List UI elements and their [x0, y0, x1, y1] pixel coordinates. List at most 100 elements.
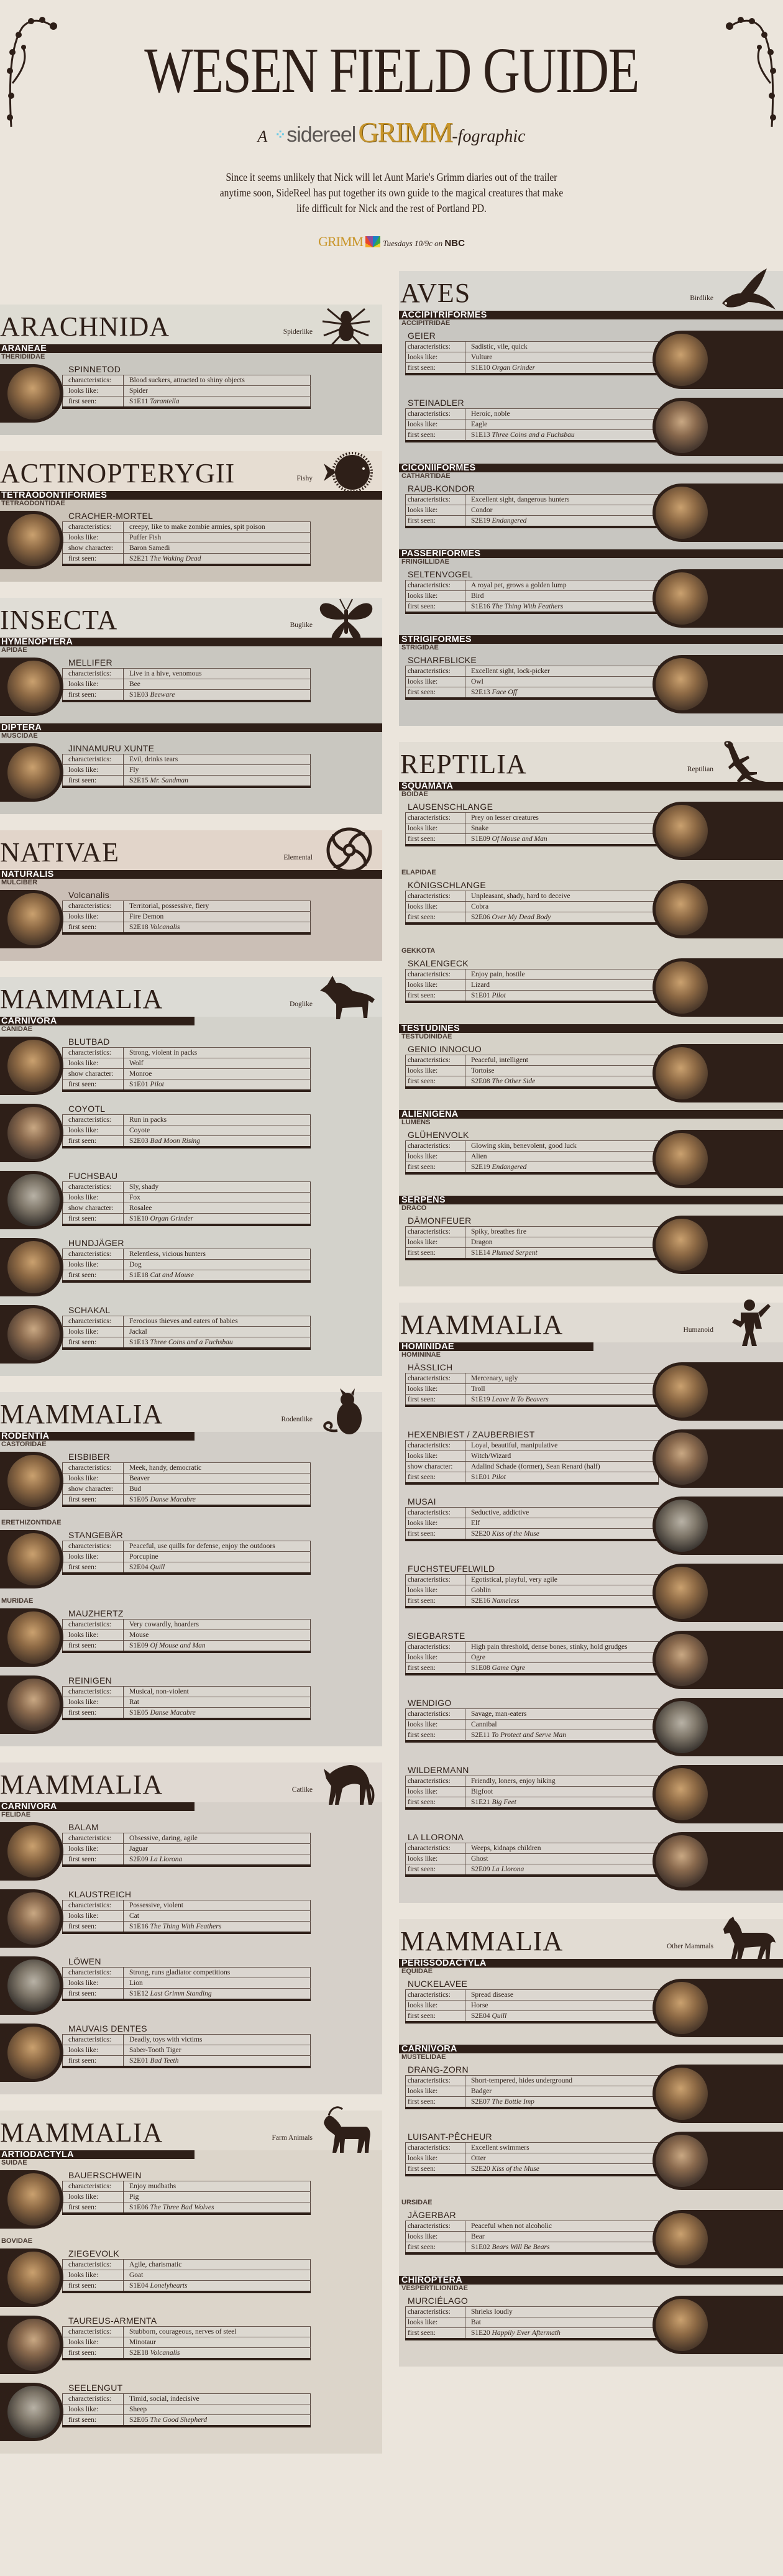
wesen-info-table: characteristics: Egotistical, playful, ve… — [405, 1574, 659, 1608]
wesen-name: EISBIBER — [68, 1452, 110, 1462]
elemental-wheel-icon — [326, 827, 372, 873]
info-row: looks like: Badger — [405, 2086, 659, 2097]
info-label: first seen: — [405, 1797, 465, 1808]
class-section: MAMMALIA Other Mammals PERISSODACTYLA EQUID… — [399, 1917, 783, 2367]
class-icon-label: Rodentlike — [281, 1416, 313, 1423]
info-row: looks like: Bigfoot — [405, 1786, 659, 1797]
info-value-show-character: Bud — [123, 1483, 311, 1495]
family-label: FELIDAE — [1, 1811, 31, 1818]
wesen-name: BALAM — [68, 1822, 99, 1832]
info-label: looks like: — [405, 901, 465, 912]
info-label: first seen: — [62, 922, 124, 933]
wesen-list: LAUSENSCHLANGE characteristics: Prey on le… — [399, 800, 783, 860]
episode-title: The Other Side — [492, 1078, 536, 1085]
wesen-name: GLÜHENVOLK — [408, 1130, 469, 1140]
wesen-photo — [656, 401, 708, 453]
photo-frame — [652, 1362, 783, 1421]
episode-title: Organ Grinder — [150, 1215, 194, 1222]
info-row: show character: Rosalee — [62, 1203, 311, 1214]
horse-icon — [723, 1917, 776, 1961]
info-row: characteristics: High pain threshold, den… — [405, 1641, 659, 1652]
class-icon-group: Humanoid — [683, 1298, 778, 1347]
wesen-list: JINNAMURU XUNTE characteristics: Evil, dri… — [0, 742, 382, 802]
info-row: characteristics: Very cowardly, hoarders — [62, 1619, 311, 1630]
wesen-info-table: characteristics: Enjoy mudbaths looks like… — [62, 2181, 311, 2215]
wesen-photo — [656, 1365, 708, 1418]
wesen-photo — [656, 1567, 708, 1619]
info-label: looks like: — [62, 1697, 124, 1708]
class-heading: AVES — [400, 278, 471, 308]
episode-code: S1E05 — [129, 1496, 149, 1503]
info-value-characteristics: High pain threshold, dense bones, stinky… — [465, 1641, 659, 1652]
family-label: HOMININAE — [401, 1351, 441, 1359]
info-label: first seen: — [62, 396, 124, 408]
info-label: looks like: — [405, 1585, 465, 1596]
info-row: looks like: Otter — [405, 2153, 659, 2164]
grimm-small-logo: GRIMM — [318, 234, 364, 249]
info-value-first-seen: S2E05 The Good Shepherd — [123, 2414, 311, 2426]
class-icon-group: Buglike — [290, 593, 377, 643]
info-row: first seen: S1E01 Pilot — [405, 1472, 659, 1483]
info-row: first seen: S1E11 Tarantella — [62, 396, 311, 408]
info-value-first-seen: S1E10 Organ Grinder — [465, 362, 659, 374]
info-label: characteristics: — [62, 1047, 124, 1058]
info-row: first seen: S2E06 Over My Dead Body — [405, 912, 659, 924]
info-label: looks like: — [405, 2086, 465, 2097]
info-value-looks-like: Bat — [465, 2317, 659, 2328]
wesen-info-table: characteristics: Sadistic, vile, quick loo… — [405, 341, 659, 375]
wesen-info-table: characteristics: Unpleasant, shady, hard … — [405, 891, 659, 925]
wesen-list: BLUTBAD characteristics: Strong, violent i… — [0, 1035, 382, 1364]
info-label: first seen: — [62, 2280, 124, 2292]
info-label: characteristics: — [62, 1462, 124, 1474]
info-row: looks like: Condor — [405, 505, 659, 516]
wesen-info-table: characteristics: Evil, drinks tears looks … — [62, 754, 311, 788]
info-row: first seen: S2E13 Face Off — [405, 687, 659, 699]
info-label: first seen: — [62, 1213, 124, 1225]
class-section: MAMMALIA Rodentlike RODENTIA CASTORIDAE EISB… — [0, 1388, 382, 1746]
wesen-info-table: characteristics: Agile, charismatic looks … — [62, 2259, 311, 2293]
info-label: show character: — [62, 1068, 124, 1079]
wesen-list: ZIEGEVOLK characteristics: Agile, charisma… — [0, 2247, 382, 2441]
class-heading: MAMMALIA — [0, 1399, 163, 1429]
family-label: URSIDAE — [401, 2199, 433, 2206]
episode-title: Danse Macabre — [150, 1709, 196, 1717]
episode-code: S1E13 — [129, 1339, 149, 1346]
class-cards: ARANEAE THERIDIIDAE SPINNETOD characteristi… — [0, 344, 382, 435]
info-row: first seen: S1E21 Big Feet — [405, 1797, 659, 1808]
class-section: ACTINOPTERYGII Fishy TETRAODONTIFORMES TETR… — [0, 451, 382, 582]
info-value-characteristics: Prey on lesser creatures — [465, 812, 659, 823]
wesen-info-table: characteristics: Weeps, kidnaps children l… — [405, 1843, 659, 1877]
wesen-entry: LAUSENSCHLANGE characteristics: Prey on le… — [399, 800, 783, 860]
info-label: first seen: — [405, 912, 465, 924]
info-value-characteristics: Spread disease — [465, 1989, 659, 2001]
info-label: characteristics: — [62, 2326, 124, 2337]
info-label: looks like: — [405, 1151, 465, 1162]
wesen-list: STANGEBÄR characteristics: Peaceful, use q… — [0, 1529, 382, 1588]
wesen-photo — [656, 1982, 708, 2034]
info-value-looks-like: Condor — [465, 505, 659, 516]
episode-title: Pilot — [150, 1081, 164, 1088]
order-bar: TETRAODONTIFORMES — [0, 491, 382, 500]
family-label: MULCIBER — [1, 879, 38, 886]
wesen-name: GENIO INNOCUO — [408, 1044, 482, 1054]
info-label: looks like: — [62, 1843, 124, 1854]
wesen-name: LAUSENSCHLANGE — [408, 802, 493, 812]
episode-title: Plumed Serpent — [492, 1249, 538, 1257]
info-row: characteristics: Excellent sight, dangero… — [405, 494, 659, 505]
info-value-looks-like: Sheep — [123, 2404, 311, 2415]
info-row: looks like: Bat — [405, 2317, 659, 2328]
info-value-first-seen: S1E01 Pilot — [465, 1472, 659, 1483]
family-label: CATHARTIDAE — [401, 472, 451, 480]
info-label: looks like: — [405, 2317, 465, 2328]
info-value-first-seen: S2E20 Kiss of the Muse — [465, 1528, 659, 1540]
episode-code: S1E10 — [471, 364, 490, 372]
info-row: looks like: Alien — [405, 1151, 659, 1162]
class-cards: RODENTIA CASTORIDAE EISBIBER characteristic… — [0, 1432, 382, 1746]
info-value-looks-like: Jackal — [123, 1326, 311, 1337]
episode-title: Quill — [150, 1564, 165, 1571]
wesen-info-table: characteristics: Heroic, noble looks like:… — [405, 408, 659, 442]
info-row: first seen: S2E05 The Good Shepherd — [62, 2414, 311, 2426]
airing-info: GRIMM Tuesdays 10/9c on NBC — [0, 234, 783, 250]
episode-title: Last Grimm Standing — [150, 1990, 212, 1997]
info-row: looks like: Cannibal — [405, 1719, 659, 1730]
